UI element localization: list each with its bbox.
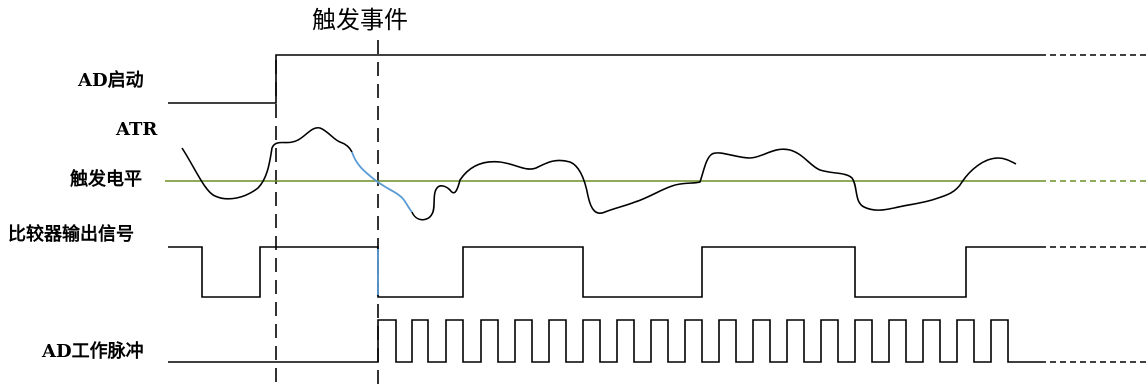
atr-waveform-part2: [411, 148, 1017, 221]
ad-work-pulse-label: AD工作脉冲: [42, 341, 144, 362]
trigger-level-label: 触发电平: [70, 169, 142, 190]
ad-work-pulse-signal: [168, 319, 1040, 363]
trigger-event-label: 触发事件: [312, 6, 408, 34]
comparator-output-label: 比较器输出信号: [8, 224, 134, 245]
ad-start-label: AD启动: [78, 70, 144, 91]
comparator-output-signal: [168, 246, 1040, 298]
atr-label: ATR: [116, 119, 158, 140]
atr-waveform-highlight: [351, 151, 413, 213]
atr-waveform-part1: [181, 126, 353, 200]
ad-start-signal: [168, 54, 1040, 104]
